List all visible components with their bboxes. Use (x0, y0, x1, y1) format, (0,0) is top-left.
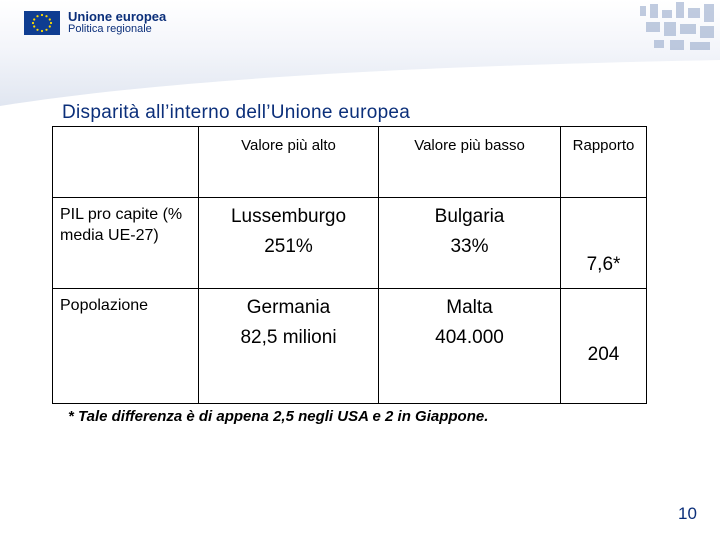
header-cell-highest: Valore più alto (198, 126, 379, 198)
country-value: 251% (264, 236, 313, 257)
table-row: Popolazione Germania 82,5 milioni Malta … (52, 288, 647, 404)
cell-ratio-gdp: 7,6* (560, 197, 647, 289)
cell-ratio-population: 204 (560, 288, 647, 404)
eu-flag-icon (24, 11, 60, 35)
country-name: Lussemburgo (230, 206, 347, 227)
europe-map-decoration (640, 2, 714, 50)
country-name: Germania (246, 297, 331, 318)
logo-title: Unione europea (68, 9, 167, 24)
cell-highest-gdp: Lussemburgo 251% (198, 197, 379, 289)
country-value: 404.000 (435, 327, 504, 348)
header-wave-decoration (0, 60, 720, 118)
cell-lowest-gdp: Bulgaria 33% (378, 197, 561, 289)
cell-lowest-population: Malta 404.000 (378, 288, 561, 404)
page-title: Disparità all’interno dell’Unione europe… (62, 102, 411, 123)
disparity-table: Valore più alto Valore più basso Rapport… (52, 126, 647, 404)
table-row: PIL pro capite (% media UE-27) Lussembur… (52, 197, 647, 289)
header-cell-empty (52, 126, 199, 198)
page-number: 10 (678, 504, 697, 523)
country-name: Malta (446, 297, 493, 318)
table-header-row: Valore più alto Valore più basso Rapport… (52, 126, 647, 198)
row-label-gdp: PIL pro capite (% media UE-27) (52, 197, 199, 289)
header-cell-lowest: Valore più basso (378, 126, 561, 198)
country-name: Bulgaria (434, 206, 505, 227)
country-value: 82,5 milioni (240, 327, 337, 348)
header-cell-ratio: Rapporto (560, 126, 647, 198)
row-label-population: Popolazione (52, 288, 199, 404)
logo-subtitle: Politica regionale (68, 23, 152, 35)
cell-highest-population: Germania 82,5 milioni (198, 288, 379, 404)
eu-logo: Unione europea Politica regionale (24, 10, 166, 36)
footnote: * Tale differenza è di appena 2,5 negli … (68, 408, 489, 425)
country-value: 33% (450, 236, 489, 257)
